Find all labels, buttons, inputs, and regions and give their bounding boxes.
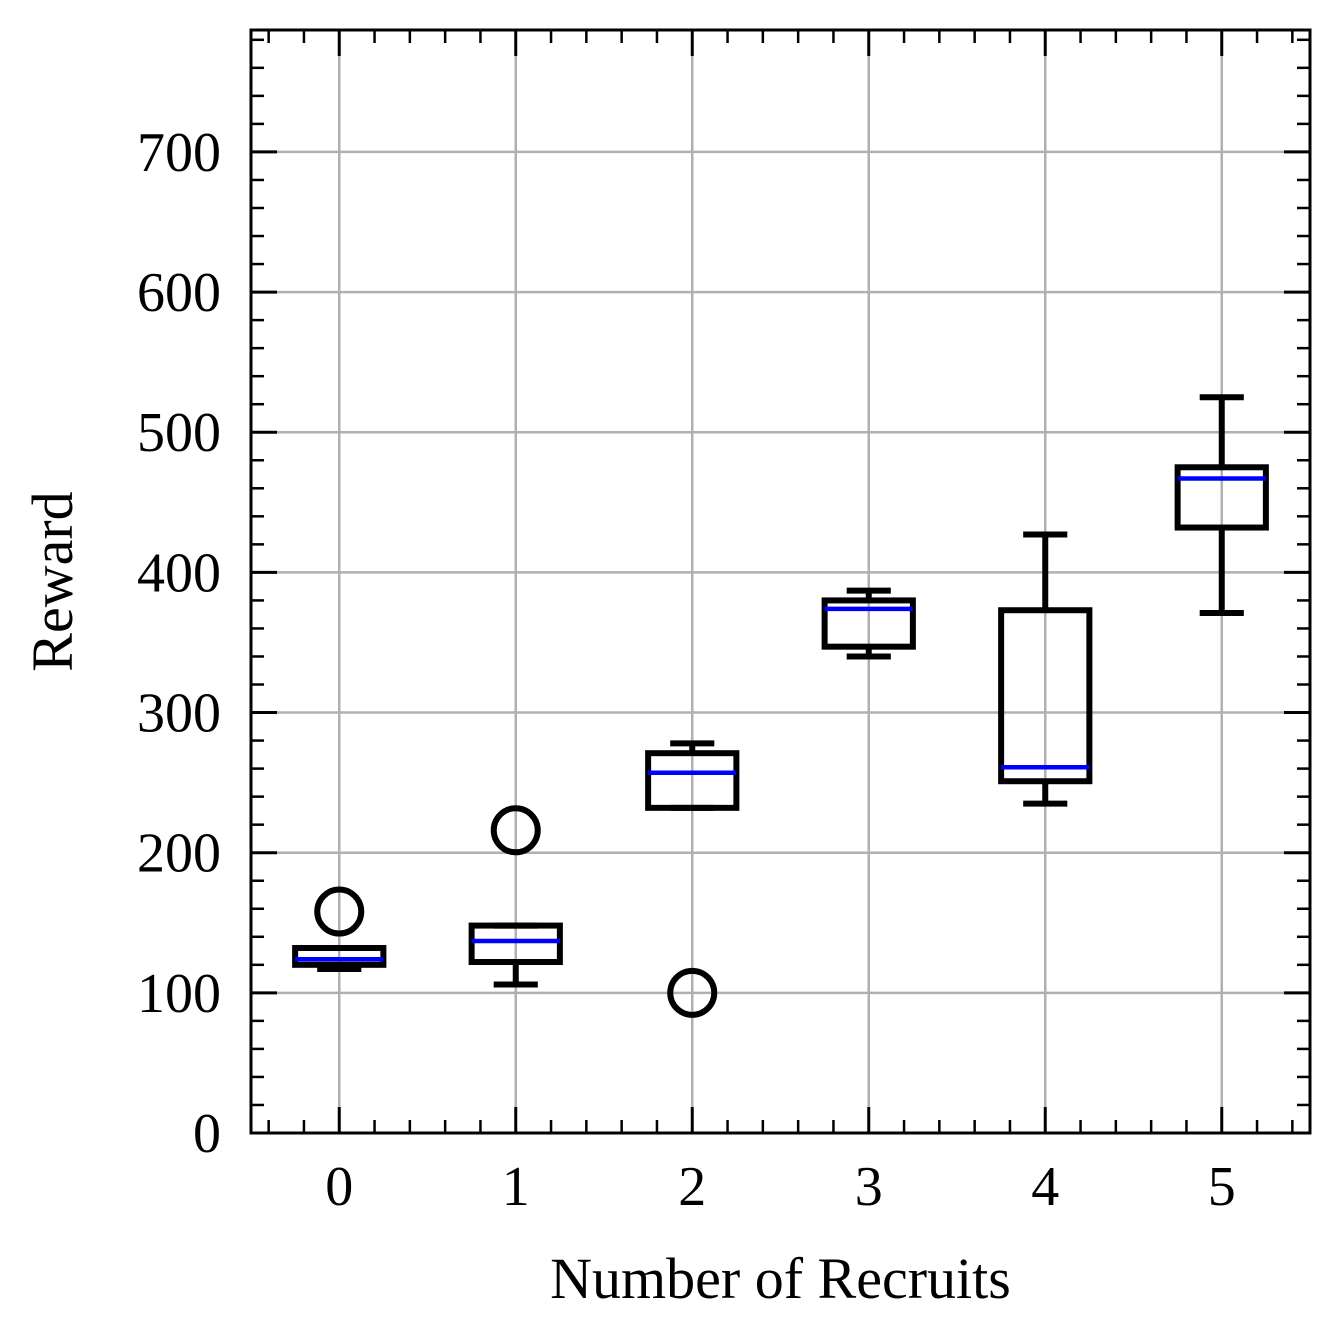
box-iqr: [292, 944, 387, 968]
outlier-point: [667, 967, 718, 1018]
y-tick-label: 400: [137, 542, 221, 604]
x-tick-label: 2: [678, 1156, 706, 1218]
axis-ticks: [251, 30, 1310, 1135]
y-tick-label: 300: [137, 683, 221, 745]
x-tick-label: 3: [855, 1156, 883, 1218]
x-axis-label: Number of Recruits: [550, 1246, 1011, 1311]
box-group: [1174, 394, 1269, 617]
box-group: [998, 531, 1093, 807]
y-tick-label: 700: [137, 122, 221, 184]
y-tick-label: 100: [137, 963, 221, 1025]
box-iqr: [645, 750, 740, 811]
box-group: [821, 587, 916, 660]
box-iqr: [821, 597, 916, 650]
x-tick-label: 1: [502, 1156, 530, 1218]
x-tick-label: 0: [325, 1156, 353, 1218]
box-group: [292, 886, 387, 973]
box-iqr: [998, 607, 1093, 785]
box-group: [645, 740, 740, 1018]
boxes: [292, 394, 1269, 1018]
box-group: [468, 805, 563, 988]
outlier-point: [490, 805, 541, 856]
x-tick-label: 4: [1031, 1156, 1059, 1218]
y-tick-label: 500: [137, 402, 221, 464]
grid-lines: [251, 30, 1310, 1133]
box-iqr: [1174, 464, 1269, 531]
outlier-point: [314, 886, 365, 937]
y-axis-label: Reward: [20, 491, 85, 671]
y-tick-label: 0: [193, 1103, 221, 1165]
x-tick-label: 5: [1208, 1156, 1236, 1218]
tick-labels: 0 100 200 300 400 500 600 700 0 1 2 3 4 5: [137, 122, 1236, 1218]
y-tick-label: 600: [137, 262, 221, 324]
plot-frame: [249, 28, 1312, 1135]
box-iqr: [468, 922, 563, 966]
y-tick-label: 200: [137, 823, 221, 885]
